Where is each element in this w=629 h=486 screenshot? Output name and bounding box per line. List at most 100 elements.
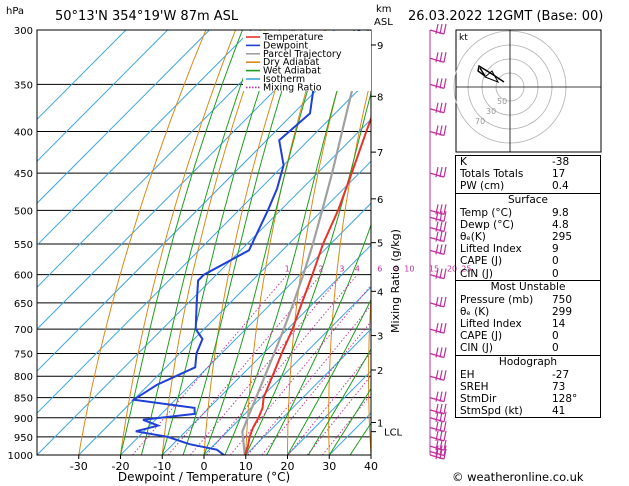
index-label: CIN (J) xyxy=(460,267,493,280)
km-tick-label: 3 xyxy=(377,332,383,343)
most-unstable-header: Most Unstable xyxy=(456,279,600,294)
wind-barbs xyxy=(429,23,447,460)
index-label: PW (cm) xyxy=(460,180,505,193)
most-unstable-index-row: CIN (J) 0 xyxy=(456,342,600,354)
isotherm-line xyxy=(37,76,371,414)
index-label: CIN (J) xyxy=(460,342,493,355)
wet-adiabat-line xyxy=(287,298,371,455)
index-value: 41 xyxy=(552,405,566,418)
temperature-tick-label: 0 xyxy=(201,460,208,473)
index-label: K xyxy=(460,156,467,168)
index-label: StmDir xyxy=(460,393,497,405)
index-label: Lifted Index xyxy=(460,318,522,331)
index-value: 0 xyxy=(552,330,559,343)
legend-item-label: Temperature xyxy=(262,32,323,43)
wind-barb xyxy=(429,102,447,114)
index-value: 9.8 xyxy=(552,206,569,219)
parcel-trajectory-line xyxy=(241,30,370,455)
isotherm-line xyxy=(37,30,335,330)
index-label: θₑ (K) xyxy=(460,305,490,318)
datetime-title: 26.03.2022 12GMT (Base: 00) xyxy=(408,9,603,24)
isotherm-line xyxy=(287,370,371,455)
surface-index-row: θₑ(K) 295 xyxy=(456,231,600,243)
pressure-tick-label: 350 xyxy=(14,80,33,91)
mixing-ratio-label: 20 xyxy=(447,265,457,274)
hodograph-ring-label: 50 xyxy=(497,97,507,106)
km-tick-label: LCL xyxy=(384,428,403,439)
index-label: SREH xyxy=(460,380,489,393)
wet-adiabat-line xyxy=(120,30,243,455)
pressure-tick-label: 450 xyxy=(14,169,33,180)
pressure-tick-label: 800 xyxy=(14,372,33,383)
temperature-tick-label: 40 xyxy=(364,460,378,473)
index-label: Lifted Index xyxy=(460,243,522,256)
isotherm-line xyxy=(161,244,371,455)
index-value: 750 xyxy=(552,293,573,306)
dry-adiabat-line xyxy=(287,30,355,455)
wind-barb xyxy=(429,211,447,222)
mixing-ratio-label: 4 xyxy=(355,265,360,274)
general-index-row: K -38 xyxy=(456,156,600,168)
hodograph-ring-label: 70 xyxy=(475,117,485,126)
km-tick-label: 2 xyxy=(377,366,383,377)
wind-barb xyxy=(429,52,447,63)
legend-item-label: Wet Adiabat xyxy=(263,66,321,77)
index-label: StmSpd (kt) xyxy=(460,405,523,418)
pressure-tick-label: 900 xyxy=(14,414,33,425)
index-value: 17 xyxy=(552,168,566,181)
isotherm-line xyxy=(203,286,371,455)
hodograph-index-row: SREH 73 xyxy=(456,381,600,393)
temperature-tick-label: 20 xyxy=(281,460,295,473)
temperature-line xyxy=(243,115,371,455)
mixing-ratio-label: 8 xyxy=(394,265,399,274)
wet-adiabat-line xyxy=(328,387,371,455)
km-tick-label: 8 xyxy=(377,92,383,103)
wind-barb xyxy=(429,167,447,178)
temperature-tick-label: -30 xyxy=(70,460,88,473)
x-axis-label: Dewpoint / Temperature (°C) xyxy=(118,470,290,484)
wind-barb xyxy=(429,221,447,233)
index-value: 128° xyxy=(552,393,578,405)
temperature-tick-label: -10 xyxy=(153,460,171,473)
most-unstable-index-row: CAPE (J) 0 xyxy=(456,330,600,342)
mixing-ratio-label: 15 xyxy=(429,265,439,274)
pressure-tick-label: 650 xyxy=(14,299,33,310)
pressure-tick-label: 600 xyxy=(14,271,33,282)
wet-adiabat-line xyxy=(307,348,371,455)
index-label: CAPE (J) xyxy=(460,330,503,343)
km-tick-label: 7 xyxy=(377,148,383,159)
pressure-tick-label: 1000 xyxy=(8,451,33,462)
wind-barb xyxy=(429,439,447,451)
legend-item-label: Mixing Ratio xyxy=(263,82,322,93)
indices-table: K -38 Totals Totals 17 PW (cm) 0.4 Surface Te… xyxy=(455,155,601,419)
dry-adiabat-line xyxy=(407,30,443,455)
wind-barb xyxy=(429,370,447,381)
dewpoint-line xyxy=(130,30,361,455)
wind-barb xyxy=(429,411,447,423)
temperature-tick-label: 30 xyxy=(322,460,336,473)
mixing-ratio-line xyxy=(287,351,371,455)
mixing-ratio-line xyxy=(167,274,322,455)
pressure-tick-label: 750 xyxy=(14,349,33,360)
isotherm-line xyxy=(78,160,371,455)
most-unstable-index-row: θₑ (K) 299 xyxy=(456,306,600,318)
km-label: km xyxy=(376,4,392,15)
credit-text: © weatheronline.co.uk xyxy=(452,470,584,484)
storm-motion-arrow xyxy=(484,70,500,83)
legend-item-label: Dry Adiabat xyxy=(263,57,320,68)
hodograph-frame xyxy=(455,29,602,153)
index-label: Temp (°C) xyxy=(460,206,513,219)
wind-barb xyxy=(429,78,447,90)
mixing-ratio-label: 25 xyxy=(461,265,471,274)
index-label: CAPE (J) xyxy=(460,255,503,268)
mixing-ratio-label: 6 xyxy=(377,265,382,274)
index-value: 299 xyxy=(552,305,573,318)
hodograph-ring-label: 30 xyxy=(486,107,496,116)
legend-box xyxy=(243,31,371,91)
dry-adiabat-line xyxy=(245,30,325,455)
dry-adiabat-line xyxy=(203,30,296,455)
pressure-tick-label: 550 xyxy=(14,240,33,251)
